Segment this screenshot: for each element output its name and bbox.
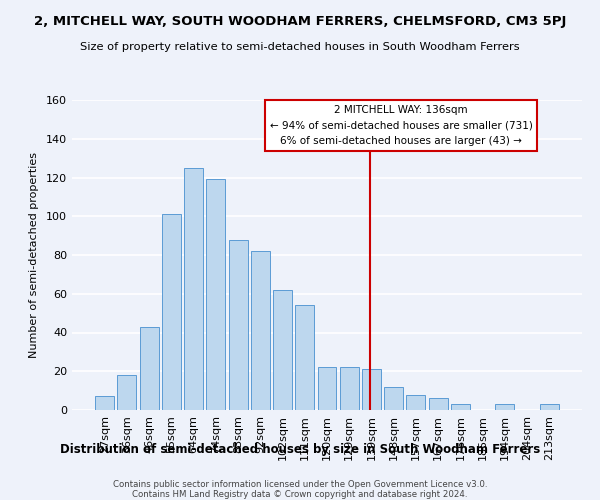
Bar (251, 251, 270, 410)
Bar (206, 180, 225, 410)
Bar (451, 404, 470, 410)
Bar (496, 404, 514, 410)
Text: Distribution of semi-detached houses by size in South Woodham Ferrers: Distribution of semi-detached houses by … (60, 442, 540, 456)
Text: 2, MITCHELL WAY, SOUTH WOODHAM FERRERS, CHELMSFORD, CM3 5PJ: 2, MITCHELL WAY, SOUTH WOODHAM FERRERS, … (34, 15, 566, 28)
Bar (273, 290, 292, 410)
Bar (340, 368, 359, 410)
Bar (406, 394, 425, 410)
Y-axis label: Number of semi-detached properties: Number of semi-detached properties (29, 152, 39, 358)
Text: Contains HM Land Registry data © Crown copyright and database right 2024.: Contains HM Land Registry data © Crown c… (132, 490, 468, 499)
Bar (317, 368, 337, 410)
Bar (229, 240, 248, 410)
Text: 2 MITCHELL WAY: 136sqm
← 94% of semi-detached houses are smaller (731)
6% of sem: 2 MITCHELL WAY: 136sqm ← 94% of semi-det… (269, 104, 532, 146)
Bar (429, 398, 448, 410)
Bar (540, 404, 559, 410)
Bar (384, 387, 403, 410)
Text: Contains public sector information licensed under the Open Government Licence v3: Contains public sector information licen… (113, 480, 487, 489)
Bar (184, 168, 203, 410)
Bar (118, 375, 136, 410)
Bar (162, 214, 181, 410)
Bar (140, 326, 158, 410)
Bar (362, 370, 381, 410)
Bar (295, 306, 314, 410)
Bar (95, 396, 114, 410)
Text: Size of property relative to semi-detached houses in South Woodham Ferrers: Size of property relative to semi-detach… (80, 42, 520, 52)
